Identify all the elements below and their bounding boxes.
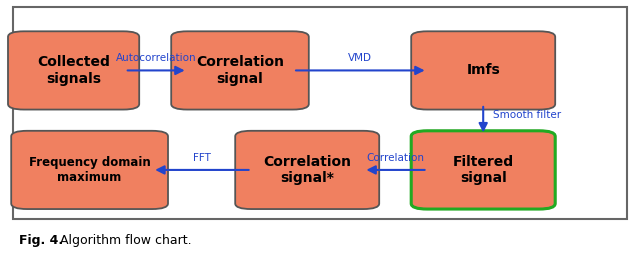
FancyBboxPatch shape xyxy=(412,131,555,209)
Text: Collected
signals: Collected signals xyxy=(37,55,110,86)
FancyBboxPatch shape xyxy=(8,31,140,109)
Text: Smooth filter: Smooth filter xyxy=(493,110,561,120)
Text: Filtered
signal: Filtered signal xyxy=(452,155,514,185)
Text: Imfs: Imfs xyxy=(467,63,500,77)
Text: Correlation
signal*: Correlation signal* xyxy=(263,155,351,185)
Text: Correlation: Correlation xyxy=(367,153,424,163)
Text: Correlation
signal: Correlation signal xyxy=(196,55,284,86)
FancyBboxPatch shape xyxy=(412,31,555,109)
Text: Fig. 4.: Fig. 4. xyxy=(19,234,63,247)
FancyBboxPatch shape xyxy=(235,131,379,209)
FancyBboxPatch shape xyxy=(12,131,168,209)
Text: FFT: FFT xyxy=(193,153,211,163)
Text: Autocorrelation: Autocorrelation xyxy=(116,53,196,63)
FancyBboxPatch shape xyxy=(172,31,309,109)
Text: Frequency domain
maximum: Frequency domain maximum xyxy=(29,156,150,184)
Text: Algorithm flow chart.: Algorithm flow chart. xyxy=(60,234,191,247)
FancyBboxPatch shape xyxy=(13,7,627,219)
Text: VMD: VMD xyxy=(348,53,372,63)
